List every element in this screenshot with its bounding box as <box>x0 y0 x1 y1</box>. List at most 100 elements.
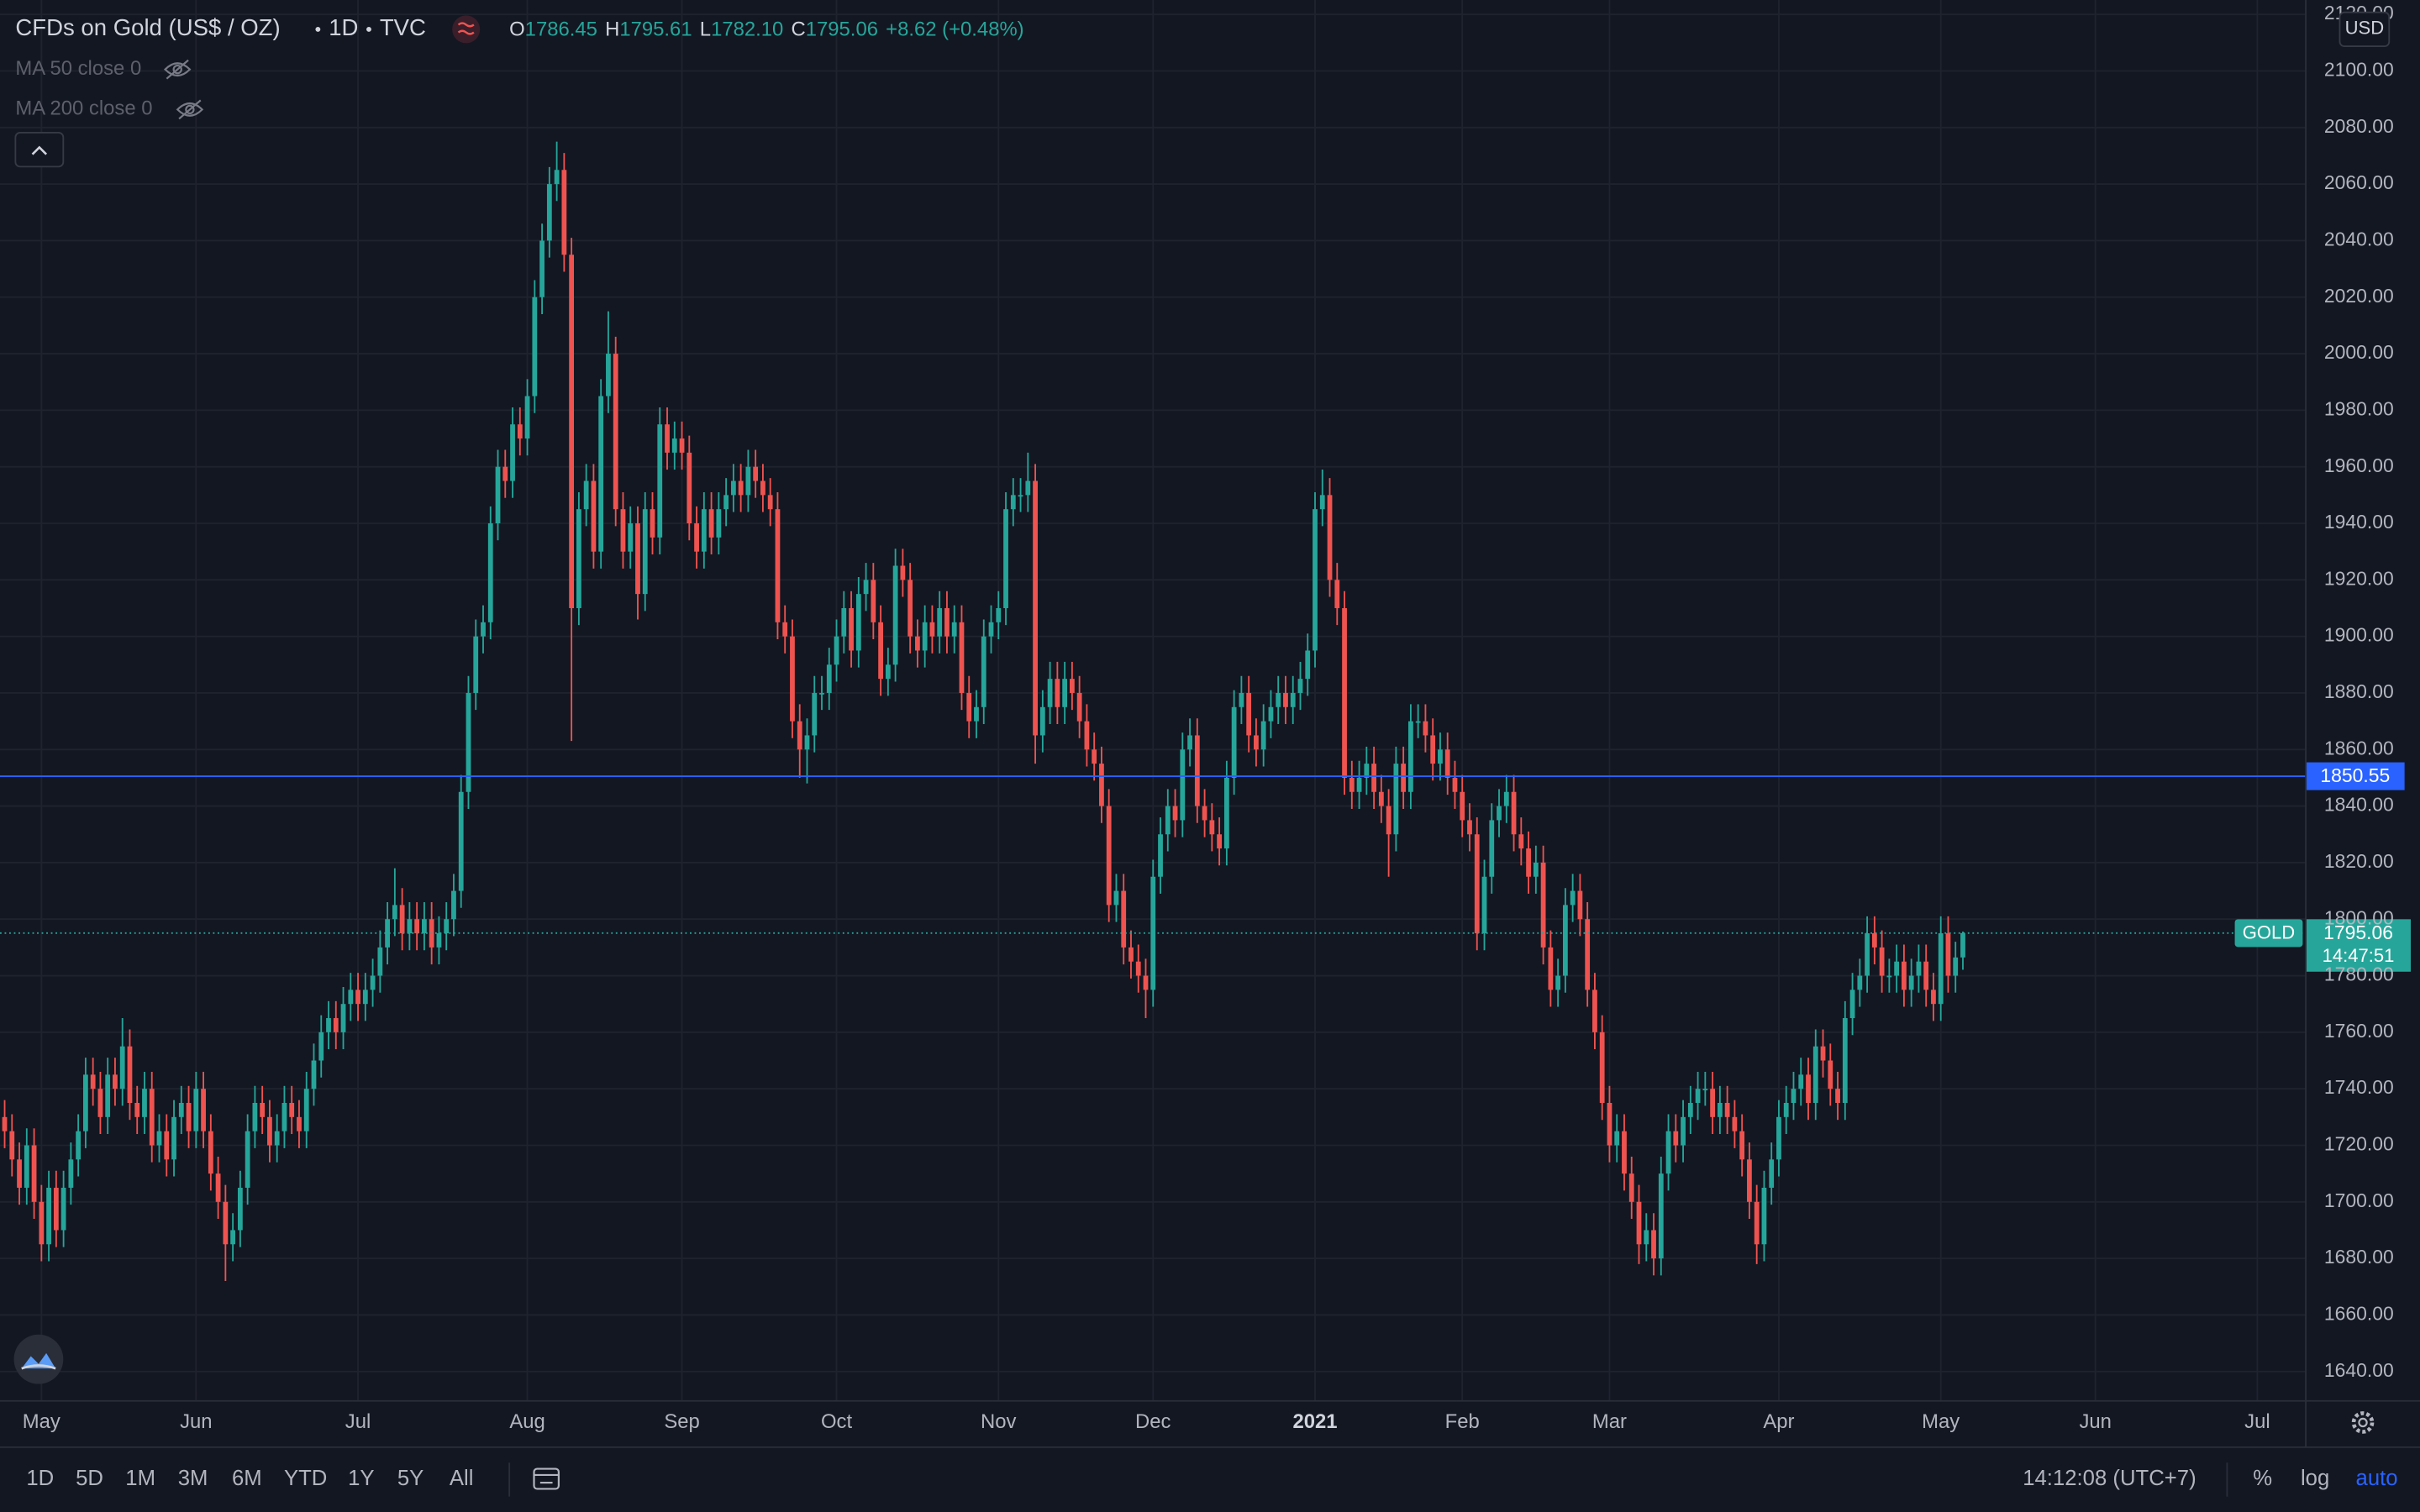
range-button[interactable]: 1Y <box>348 1467 374 1490</box>
candle-body <box>1511 791 1517 835</box>
candle-body <box>9 1131 15 1160</box>
scale-option[interactable]: % <box>2253 1467 2272 1490</box>
range-button[interactable]: All <box>450 1467 474 1490</box>
candle-body <box>1687 1102 1693 1117</box>
indicator-legend[interactable]: MA 200 close 0 <box>15 97 152 120</box>
candle-body <box>1246 692 1252 736</box>
candle-body <box>1438 749 1443 764</box>
hidden-eye-icon[interactable] <box>176 99 204 120</box>
candle-body <box>245 1131 250 1188</box>
candle-body <box>481 622 486 637</box>
candle-body <box>237 1187 243 1231</box>
candle-body <box>620 509 626 552</box>
candle-body <box>223 1201 229 1245</box>
settings-icon[interactable] <box>2351 1411 2375 1434</box>
x-tick-label: Jul <box>2244 1410 2270 1433</box>
candle-body <box>1658 1173 1664 1259</box>
candle-body <box>215 1173 221 1202</box>
ohlc-value: 1782.10 <box>711 18 783 41</box>
x-tick-label: 2021 <box>1292 1410 1337 1433</box>
y-tick-label: 1820.00 <box>2324 850 2394 872</box>
indicator-legend[interactable]: MA 50 close 0 <box>15 57 141 80</box>
logo[interactable] <box>13 1334 64 1384</box>
candle-body <box>1577 890 1583 920</box>
goto-date-icon[interactable] <box>533 1467 560 1490</box>
y-tick-label: 1880.00 <box>2324 680 2394 702</box>
range-button[interactable]: YTD <box>284 1467 327 1490</box>
candle-body <box>671 438 677 453</box>
hidden-eye-icon[interactable] <box>163 59 192 80</box>
ohlc-change: +8.62 (+0.48%) <box>886 18 1023 41</box>
candle-body <box>1231 706 1237 778</box>
interval[interactable]: 1D <box>329 14 358 40</box>
candle-body <box>1055 679 1060 707</box>
market-status-icon[interactable] <box>452 15 481 44</box>
range-button[interactable]: 5D <box>76 1467 103 1490</box>
scale-option[interactable]: auto <box>2356 1467 2398 1490</box>
candle-body <box>149 1089 155 1146</box>
candle-body <box>134 1102 140 1117</box>
y-tick-label: 1720.00 <box>2324 1133 2394 1155</box>
candle-body <box>458 791 464 891</box>
candle-body <box>1828 1060 1833 1089</box>
candle-body <box>1754 1201 1760 1245</box>
ohlc-key: C <box>792 18 806 41</box>
candle-body <box>451 890 456 920</box>
x-tick-label: Dec <box>1135 1410 1171 1433</box>
candle-body <box>83 1074 88 1131</box>
collapse-legend-button[interactable] <box>14 132 65 168</box>
candle-body <box>46 1187 51 1245</box>
x-tick-label: Nov <box>981 1410 1016 1433</box>
candle-body <box>951 622 957 637</box>
candle-body <box>1099 764 1104 806</box>
candle-body <box>1327 495 1333 580</box>
candle-body <box>1879 947 1885 976</box>
range-button[interactable]: 5Y <box>397 1467 424 1490</box>
candle-body <box>1747 1159 1752 1202</box>
candle-body <box>260 1102 266 1117</box>
candle-body <box>1931 990 1936 1005</box>
candle-body <box>1916 961 1922 976</box>
candle-body <box>1076 692 1082 722</box>
range-button[interactable]: 1D <box>26 1467 54 1490</box>
clock[interactable]: 14:12:08 (UTC+7) <box>2023 1467 2196 1490</box>
candle-body <box>142 1089 147 1117</box>
candle-body <box>1732 1116 1738 1131</box>
candle-body <box>1938 933 1944 1005</box>
candle-body <box>164 1131 170 1160</box>
y-tick-label: 1740.00 <box>2324 1076 2394 1098</box>
candle-body <box>1791 1089 1797 1103</box>
candle-body <box>1681 1116 1686 1146</box>
currency[interactable]: USD <box>2345 18 2385 39</box>
candle-body <box>878 622 883 680</box>
candle-body <box>871 580 876 622</box>
candle-body <box>1724 1102 1730 1117</box>
candle-body <box>760 480 765 496</box>
candle-body <box>1467 820 1472 835</box>
candle-body <box>1408 721 1413 792</box>
x-tick-label: May <box>1922 1410 1960 1433</box>
candle-body <box>959 622 965 693</box>
candle-body <box>1894 961 1900 976</box>
candle-body <box>1290 692 1296 707</box>
scale-option[interactable]: log <box>2301 1467 2329 1490</box>
candle-body <box>591 480 597 552</box>
candle-body <box>915 636 920 651</box>
alert-label: 1850.55 <box>2320 764 2390 786</box>
candle-body <box>333 1018 339 1032</box>
currency-button[interactable]: USD <box>2338 11 2391 48</box>
symbol[interactable]: CFDs on Gold (US$ / OZ) <box>15 14 280 40</box>
range-button[interactable]: 6M <box>232 1467 262 1490</box>
range-button[interactable]: 1M <box>125 1467 155 1490</box>
range-button[interactable]: 3M <box>178 1467 208 1490</box>
candle-body <box>1945 933 1951 976</box>
candle-body <box>1497 806 1502 821</box>
x-tick-label: May <box>23 1410 60 1433</box>
symbol-label: GOLD <box>2243 922 2295 943</box>
candle-body <box>1776 1116 1781 1160</box>
candle-body <box>1430 735 1436 764</box>
candle-body <box>1592 990 1597 1032</box>
candle-body <box>1143 975 1149 990</box>
candle-body <box>113 1074 118 1089</box>
